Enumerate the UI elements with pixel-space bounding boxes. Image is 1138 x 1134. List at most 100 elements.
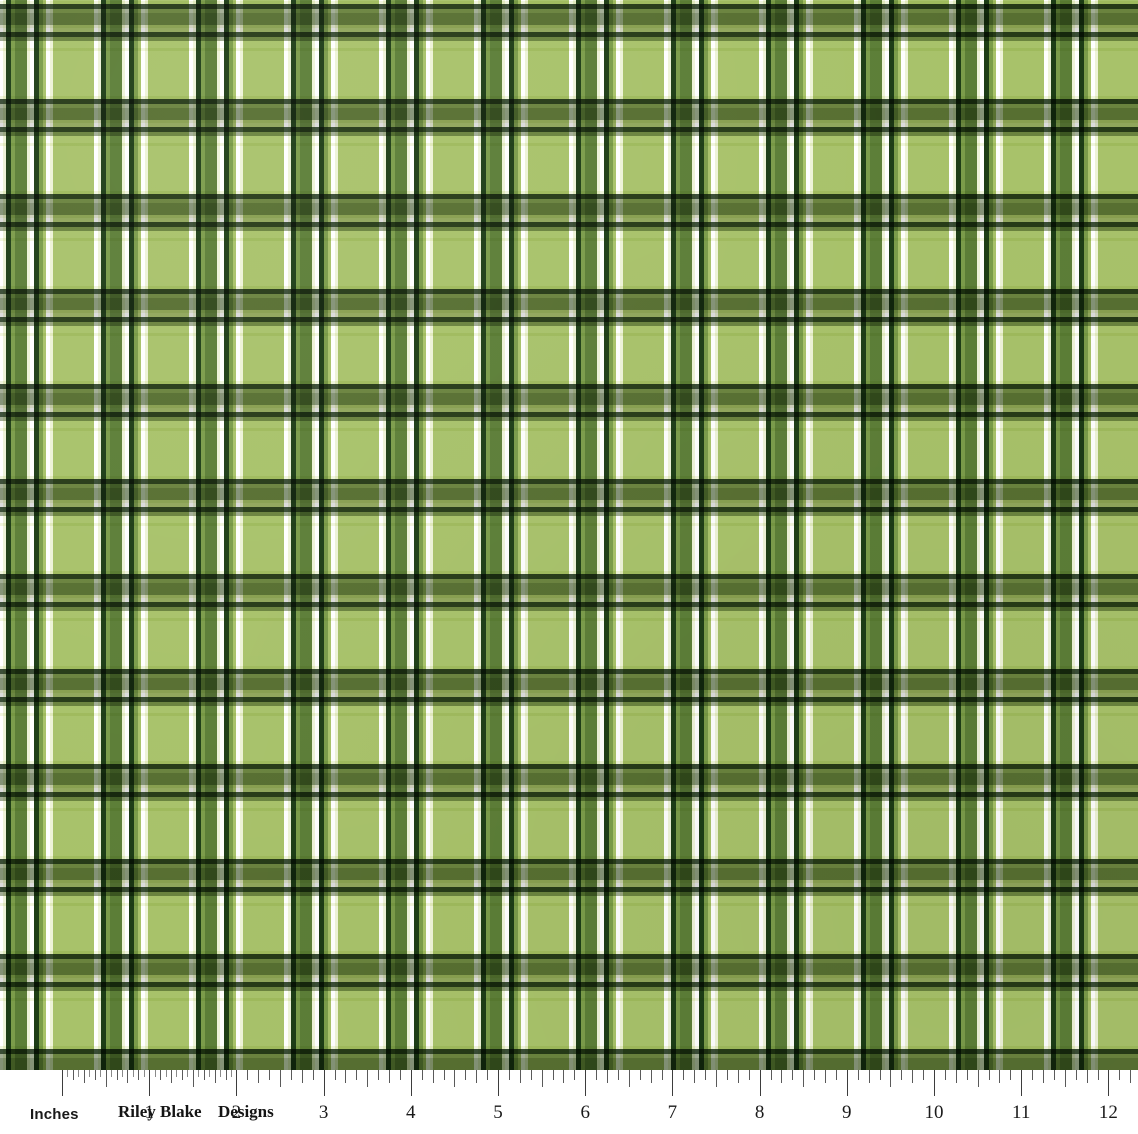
ruler-tick xyxy=(857,1070,859,1080)
ruler-tick xyxy=(258,1070,260,1083)
ruler-tick xyxy=(955,1070,957,1083)
ruler-number-12: 12 xyxy=(1098,1102,1118,1123)
ruler-tick xyxy=(181,1070,183,1080)
ruler-tick xyxy=(988,1070,990,1080)
ruler-tick xyxy=(487,1070,489,1080)
ruler-tick xyxy=(498,1070,499,1096)
ruler-tick xyxy=(944,1070,946,1080)
ruler-tick xyxy=(748,1070,750,1080)
ruler-tick xyxy=(121,1070,123,1077)
ruler-number-5: 5 xyxy=(493,1102,503,1123)
ruler-tick xyxy=(672,1070,674,1096)
ruler-tick xyxy=(176,1070,178,1077)
ruler-tick xyxy=(220,1070,222,1077)
ruler-tick xyxy=(923,1070,925,1080)
ruler-tick xyxy=(143,1070,145,1077)
ruler-tick xyxy=(835,1070,837,1080)
ruler-tick xyxy=(1075,1070,1077,1080)
ruler-tick xyxy=(585,1070,587,1096)
ruler-unit-label: Inches xyxy=(30,1106,79,1123)
ruler-tick xyxy=(759,1070,761,1096)
ruler-tick xyxy=(62,1070,63,1096)
ruler-tick xyxy=(171,1070,172,1083)
ruler-tick xyxy=(1053,1070,1055,1080)
ruler-tick xyxy=(901,1070,903,1080)
ruler-number-10: 10 xyxy=(924,1102,944,1123)
ruler-label-row: Inches Riley Blake Designs 1 2 3 4 5 6 7 8 9 10 11… xyxy=(0,1096,1138,1134)
ruler-tick xyxy=(1108,1070,1110,1096)
ruler-tick xyxy=(977,1070,979,1087)
ruler-tick xyxy=(187,1070,189,1077)
ruler-tick xyxy=(192,1070,194,1087)
ruler-tick xyxy=(149,1070,151,1096)
ruler-tick xyxy=(726,1070,728,1080)
ruler-tick xyxy=(138,1070,140,1080)
ruler-number-6: 6 xyxy=(580,1102,590,1123)
ruler-tick xyxy=(607,1070,608,1083)
brand-designs-text: Designs xyxy=(218,1102,274,1121)
ruler-tick xyxy=(301,1070,303,1083)
ruler-tick xyxy=(825,1070,826,1083)
ruler-tick xyxy=(111,1070,113,1077)
ruler-tick xyxy=(1064,1070,1066,1087)
ruler-tick xyxy=(814,1070,816,1080)
ruler-number-2: 2 xyxy=(231,1102,242,1123)
ruler-tick xyxy=(596,1070,598,1080)
ruler-tick xyxy=(879,1070,881,1080)
ruler-number-4: 4 xyxy=(406,1102,416,1123)
ruler-tick xyxy=(1021,1070,1023,1096)
ruler-tick xyxy=(410,1070,412,1096)
ruler-tick xyxy=(323,1070,325,1096)
ruler-tick xyxy=(72,1070,74,1080)
ruler-tick xyxy=(105,1070,107,1087)
ruler-tick xyxy=(639,1070,641,1080)
ruler-tick xyxy=(198,1070,200,1077)
ruler-tick xyxy=(378,1070,380,1080)
ruler-tick xyxy=(846,1070,848,1096)
ruler-tick xyxy=(154,1070,156,1077)
ruler-tick xyxy=(214,1070,216,1083)
ruler-tick xyxy=(230,1070,232,1077)
ruler-tick xyxy=(792,1070,794,1080)
ruler-tick xyxy=(443,1070,445,1080)
ruler-tick xyxy=(1043,1070,1044,1083)
ruler-tick xyxy=(563,1070,565,1083)
ruler-tick-marks xyxy=(0,1070,1138,1100)
ruler-tick xyxy=(269,1070,271,1080)
ruler-tick xyxy=(628,1070,630,1087)
ruler-tick xyxy=(1086,1070,1088,1083)
ruler-tick xyxy=(912,1070,914,1083)
ruler-tick xyxy=(312,1070,314,1080)
ruler-tick xyxy=(737,1070,739,1083)
ruler-tick xyxy=(290,1070,292,1080)
ruler-tick xyxy=(225,1070,227,1080)
ruler-tick xyxy=(1130,1070,1132,1083)
ruler-number-9: 9 xyxy=(842,1102,852,1123)
fabric-image xyxy=(0,0,1138,1070)
ruler-tick xyxy=(160,1070,162,1080)
ruler-tick xyxy=(552,1070,554,1080)
ruler-tick xyxy=(421,1070,423,1080)
ruler-tick xyxy=(617,1070,619,1080)
ruler-tick xyxy=(694,1070,696,1083)
ruler-tick xyxy=(661,1070,663,1080)
ruler-tick xyxy=(367,1070,369,1087)
ruler-tick xyxy=(78,1070,80,1077)
ruler-number-7: 7 xyxy=(667,1102,678,1123)
ruler-tick xyxy=(770,1070,772,1080)
ruler-tick xyxy=(934,1070,935,1096)
ruler-tick xyxy=(1010,1070,1012,1080)
ruler-tick xyxy=(781,1070,783,1083)
ruler-tick xyxy=(999,1070,1001,1083)
ruler-tick xyxy=(356,1070,358,1080)
ruler-tick xyxy=(476,1070,478,1083)
ruler-tick xyxy=(1097,1070,1099,1080)
ruler-tick xyxy=(236,1070,238,1096)
ruler-tick xyxy=(868,1070,870,1083)
ruler-number-8: 8 xyxy=(754,1102,765,1123)
ruler-tick xyxy=(1119,1070,1121,1080)
ruler-tick xyxy=(127,1070,129,1083)
ruler-tick xyxy=(116,1070,118,1080)
ruler-tick xyxy=(465,1070,467,1080)
ruler-tick xyxy=(574,1070,576,1080)
